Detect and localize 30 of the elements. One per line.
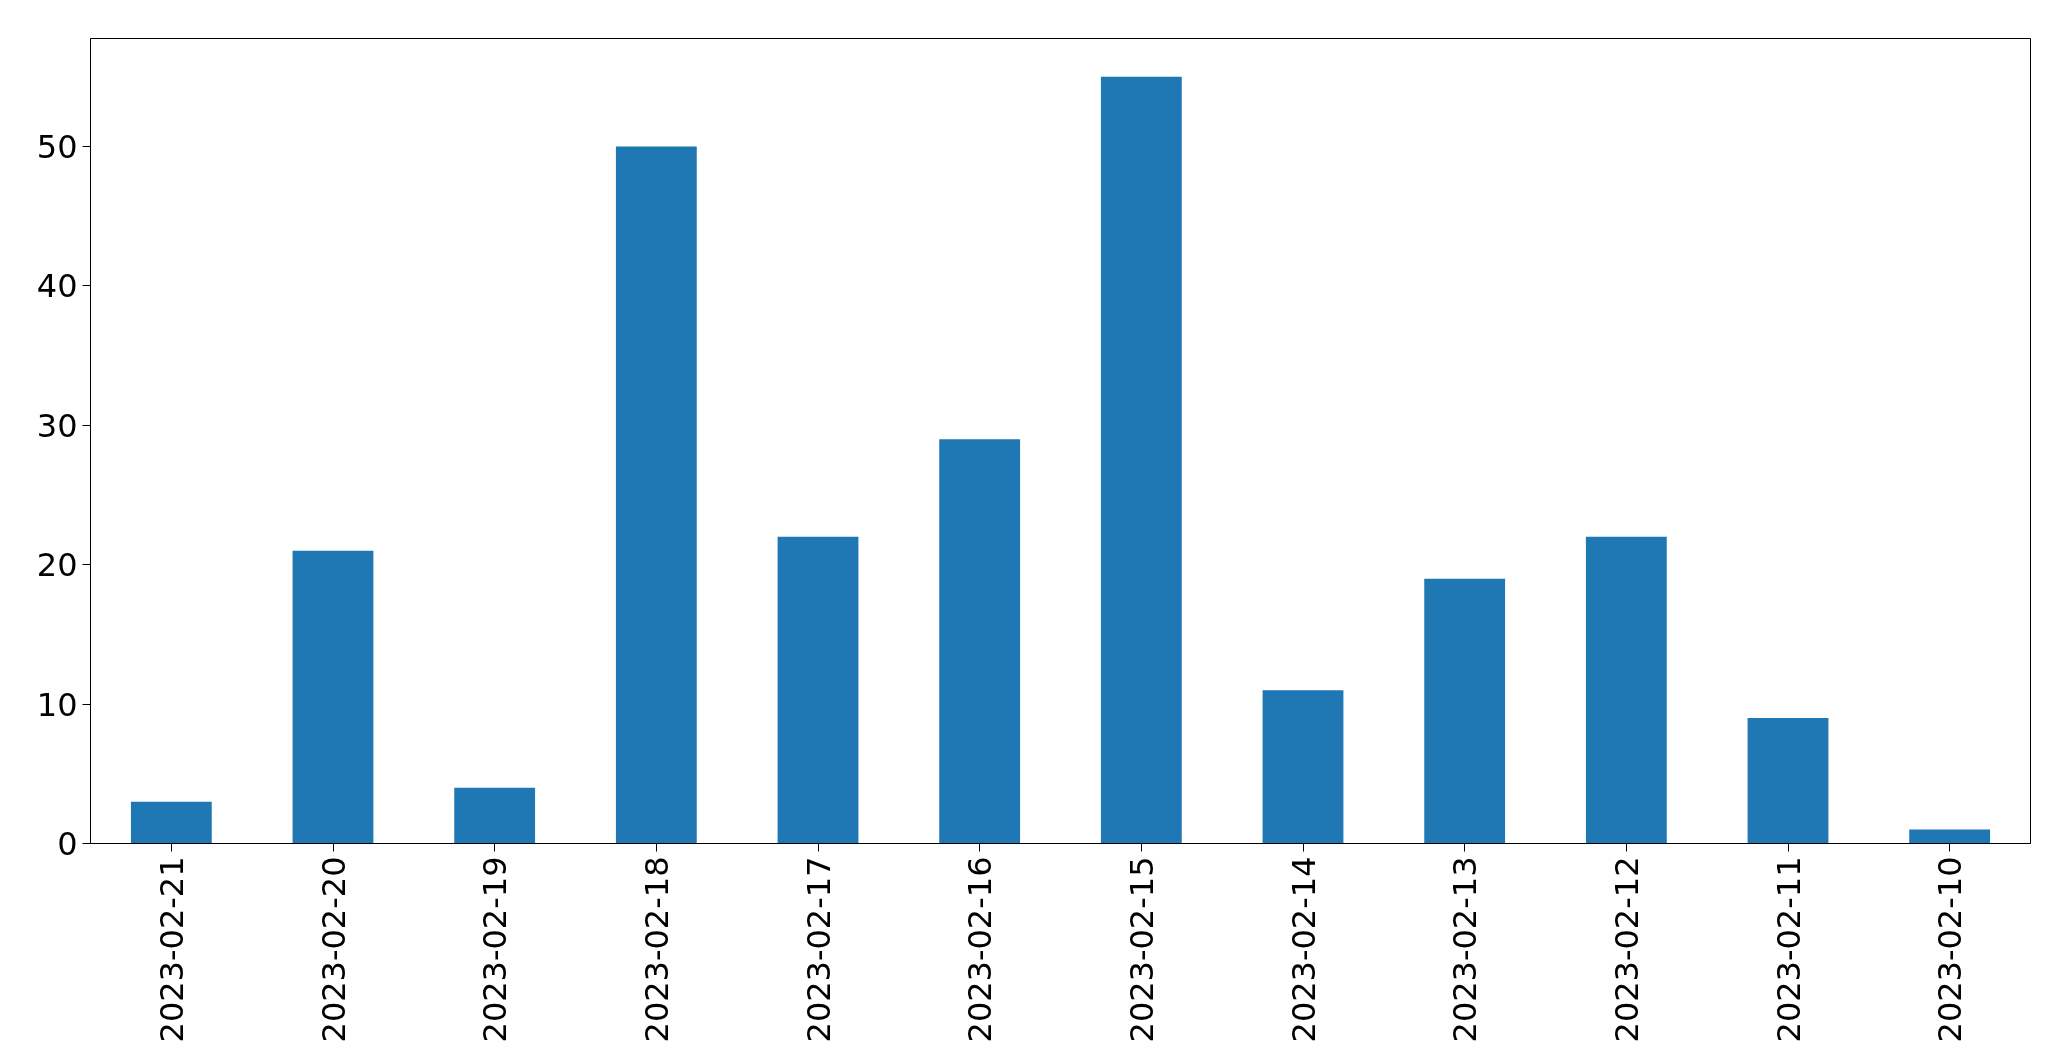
y-tick-label: 40	[36, 267, 78, 306]
y-tick-label: 30	[36, 406, 78, 445]
x-tick-label: 2023-02-17	[799, 856, 838, 1043]
x-tick-label: 2023-02-20	[314, 856, 353, 1043]
y-tick-label: 0	[57, 825, 78, 863]
x-tick-label: 2023-02-16	[961, 856, 1000, 1043]
x-tick-label: 2023-02-10	[1931, 856, 1970, 1043]
bar	[454, 787, 536, 844]
y-tick-label: 10	[36, 685, 78, 724]
bar	[130, 801, 212, 844]
y-tick-label: 20	[36, 546, 78, 585]
x-tick-label: 2023-02-18	[637, 856, 676, 1043]
bar	[939, 439, 1021, 844]
bar	[1909, 829, 1991, 844]
x-tick-label: 2023-02-14	[1284, 856, 1323, 1043]
bar	[615, 146, 697, 844]
x-tick-label: 2023-02-12	[1607, 856, 1646, 1043]
bar	[1585, 536, 1667, 844]
x-tick-label: 2023-02-21	[152, 856, 191, 1043]
bar	[1747, 718, 1829, 844]
x-tick-label: 2023-02-11	[1769, 856, 1808, 1043]
bar	[1424, 578, 1506, 844]
x-tick-label: 2023-02-13	[1446, 856, 1485, 1043]
bar	[777, 536, 859, 844]
bar	[292, 550, 374, 844]
bar	[1100, 76, 1182, 844]
y-tick-label: 50	[36, 128, 78, 167]
bar	[1262, 690, 1344, 844]
x-tick-label: 2023-02-15	[1122, 856, 1161, 1043]
x-tick-label: 2023-02-19	[476, 856, 515, 1043]
